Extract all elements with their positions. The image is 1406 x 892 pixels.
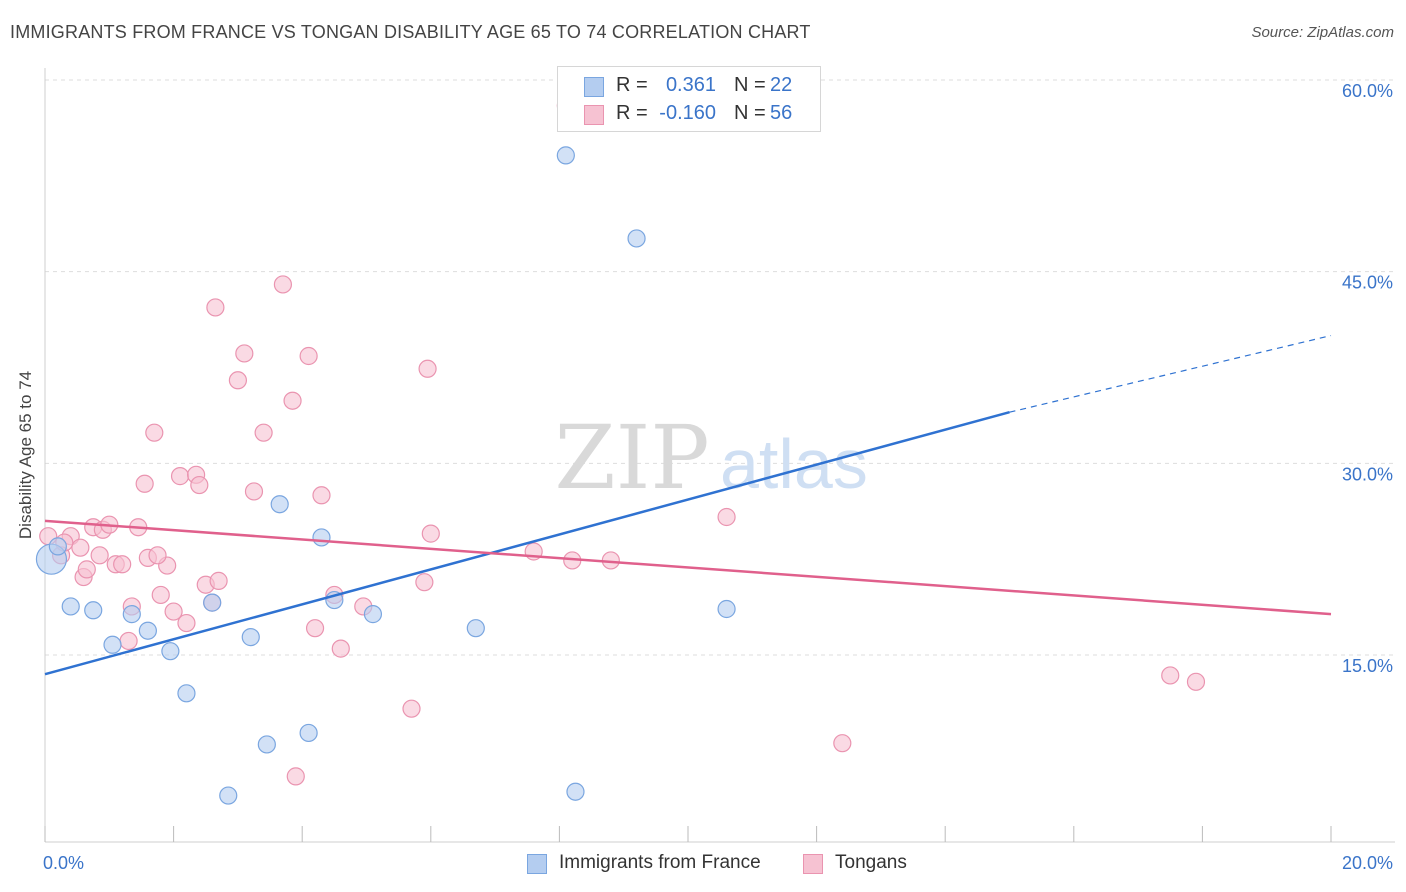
r-label: R = (616, 74, 648, 96)
source-label: Source: ZipAtlas.com (1251, 24, 1394, 41)
r-value: -0.160 (659, 102, 716, 124)
r-value: 0.361 (665, 74, 716, 96)
tongans-point (145, 423, 164, 442)
france-point (566, 782, 585, 801)
tongans-point (206, 298, 225, 317)
france-point (627, 229, 646, 248)
x-tick-label: 0.0% (43, 853, 84, 873)
france-point (466, 619, 485, 638)
tongans-point (90, 546, 109, 565)
france-point (84, 601, 103, 620)
tongans-point (305, 619, 325, 638)
axes (44, 68, 1395, 843)
watermark-zip: ZIP (554, 406, 709, 509)
y-tick-label: 45.0% (1342, 273, 1393, 293)
y-tick-label: 15.0% (1342, 656, 1393, 676)
tongans-point (312, 486, 331, 505)
y-axis-label: Disability Age 65 to 74 (16, 370, 35, 540)
trend-lines (44, 334, 1332, 676)
france-point (219, 786, 238, 805)
tongans-swatch (584, 105, 604, 125)
tongans-point (418, 359, 437, 378)
tongans-point (228, 371, 247, 390)
tongans-point (286, 767, 305, 786)
legend-tongans-label: Tongans (835, 852, 907, 873)
france-point (48, 537, 67, 556)
tongans-point (164, 602, 183, 621)
n-label: N = (734, 102, 766, 124)
tongans-point (209, 571, 228, 590)
tongans-point (273, 275, 293, 294)
tongans-point (119, 631, 138, 651)
france-point (363, 605, 383, 624)
tongans-point (151, 585, 170, 605)
tongans-point (135, 474, 154, 493)
tongans-point (331, 639, 350, 658)
france-point (161, 642, 180, 661)
france-point (270, 495, 289, 514)
stats-row-france: R = 0.361 N = 22 (558, 74, 820, 100)
n-value: 56 (770, 102, 793, 124)
france-point (312, 528, 331, 547)
tongans-point (190, 475, 209, 495)
france-trend-line (44, 411, 1010, 676)
n-value: 22 (770, 74, 793, 96)
tongans-point (113, 555, 132, 574)
france-point (122, 605, 141, 624)
france-point (241, 628, 260, 647)
france-point (177, 684, 196, 703)
tongans-point (254, 423, 273, 442)
tongans-point (299, 346, 318, 366)
tongans-point (177, 613, 196, 633)
chart-title: IMMIGRANTS FROM FRANCE VS TONGAN DISABIL… (10, 22, 811, 42)
r-label: R = (616, 102, 648, 124)
france-swatch (584, 77, 604, 97)
n-label: N = (734, 74, 766, 96)
tongans-point (717, 507, 736, 527)
tongans-point (148, 546, 167, 565)
legend-tongans-swatch (803, 854, 823, 874)
tongans-point (402, 699, 421, 718)
france-point (61, 597, 80, 616)
x-tick-label: 20.0% (1342, 853, 1393, 873)
tongans-point (1186, 672, 1206, 691)
tongans-point (170, 467, 190, 486)
tongans-point (71, 538, 90, 557)
tongans-point (1161, 666, 1180, 685)
france-point (299, 723, 318, 743)
france-point (717, 599, 736, 619)
watermark: ZIP atlas (554, 406, 867, 509)
france-point (257, 735, 276, 754)
y-tick-label: 30.0% (1342, 464, 1393, 484)
france-point (556, 146, 575, 165)
legend-france-swatch (527, 854, 547, 874)
legend-france-label: Immigrants from France (559, 852, 761, 873)
watermark-atlas: atlas (720, 425, 868, 503)
scatter-points (35, 96, 1206, 805)
france-trend-extension (1009, 334, 1332, 413)
tongans-trend-line (44, 519, 1332, 616)
stats-legend-box: R = 0.361 N = 22 R = -0.160 N = 56 (557, 66, 821, 132)
tongans-point (421, 524, 440, 543)
tongans-point (235, 344, 254, 363)
tick-labels: 15.0% 30.0% 45.0% 60.0% 0.0% 20.0% (43, 81, 1393, 873)
france-point (203, 593, 222, 612)
stats-row-tongans: R = -0.160 N = 56 (558, 102, 820, 128)
france-point (103, 635, 122, 654)
tongans-point (77, 560, 96, 579)
tongans-point (244, 482, 264, 501)
tongans-point (283, 391, 302, 410)
tongans-point (833, 734, 852, 753)
tongans-point (415, 573, 434, 592)
y-tick-label: 60.0% (1342, 81, 1393, 101)
france-point (138, 621, 157, 640)
